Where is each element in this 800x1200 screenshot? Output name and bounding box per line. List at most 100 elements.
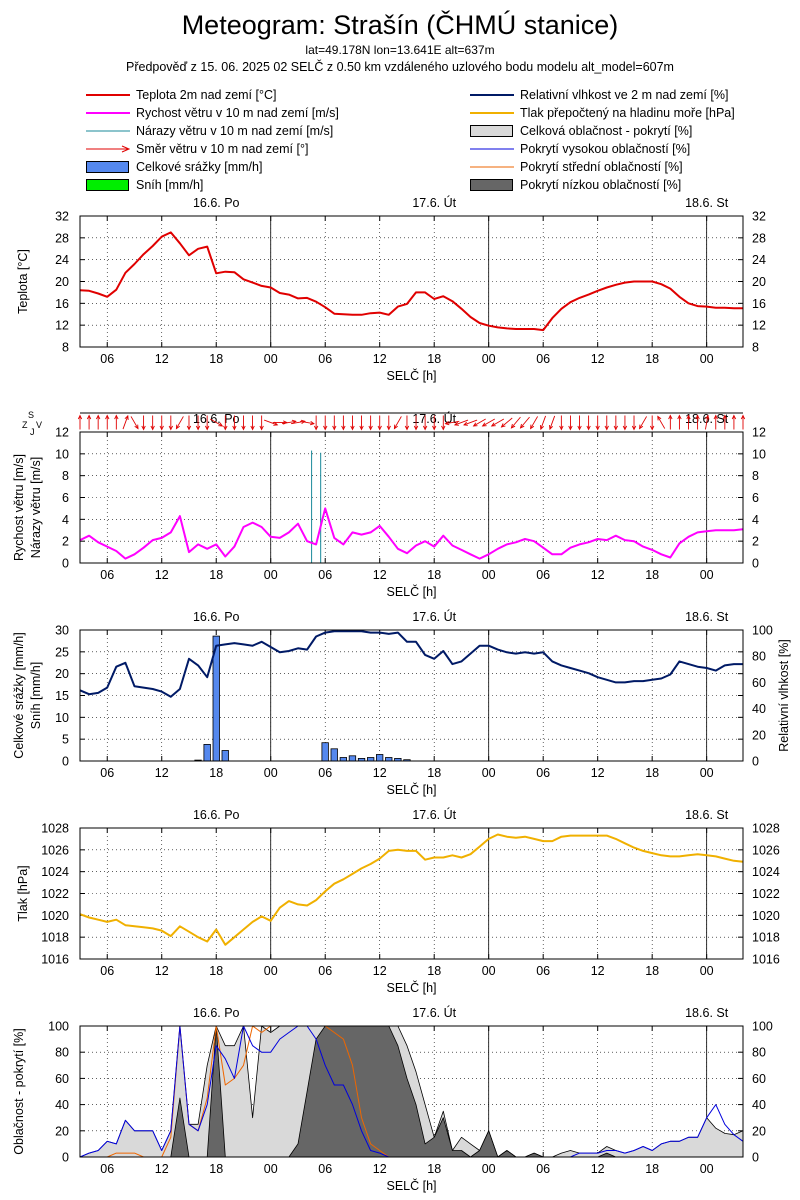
wind-arrow	[463, 419, 478, 426]
x-tick-label: 06	[536, 964, 550, 978]
y-tick-label-right: 24	[752, 253, 766, 267]
y-tick-label-right: 0	[752, 755, 759, 769]
wind-arrow-head	[134, 424, 139, 430]
y-tick-label-right: 12	[752, 426, 766, 440]
x-tick-label: 00	[482, 568, 496, 582]
day-label: 17.6. Út	[412, 1005, 456, 1020]
wind-arrow-head	[359, 425, 364, 431]
wind-arrow-head	[313, 425, 319, 431]
wind-arrow	[122, 415, 129, 430]
x-tick-label: 12	[155, 1162, 169, 1176]
wind-arrow-head	[141, 425, 146, 431]
x-tick-label: 00	[482, 352, 496, 366]
wind-arrow-head	[114, 414, 119, 420]
x-tick-label: 06	[100, 964, 114, 978]
y-tick-label-right: 100	[752, 624, 773, 638]
day-label: 18.6. St	[685, 610, 729, 624]
y-tick-label-right: 40	[752, 1098, 766, 1112]
x-tick-label: 12	[373, 766, 387, 780]
grid	[80, 629, 743, 762]
y-tick-label: 15	[55, 689, 69, 703]
y-tick-label-right: 60	[752, 676, 766, 690]
y-tick-label-right: 8	[752, 341, 759, 355]
humidity-line	[79, 630, 743, 698]
legend-label: Rychost větru v 10 m nad zemí [m/s]	[136, 106, 339, 120]
direction-label: Z	[22, 420, 28, 430]
direction-label: S	[28, 410, 34, 420]
x-tick-label: 18	[427, 352, 441, 366]
wind-arrow-head	[150, 425, 155, 431]
wind-arrow-head	[731, 414, 737, 420]
wind-arrow-head	[300, 419, 306, 424]
day-label: 17.6. Út	[412, 609, 456, 624]
x-tick-label: 06	[100, 766, 114, 780]
wind-arrow	[540, 415, 547, 430]
wind-arrow-head	[686, 414, 691, 420]
y-tick-label-right: 6	[752, 491, 759, 505]
x-tick-label: 18	[645, 352, 659, 366]
wind-arrow-head	[341, 425, 346, 431]
wind-arrow	[491, 418, 505, 427]
y-tick-label: 80	[55, 1046, 69, 1060]
legend-label: Celková oblačnost - pokrytí [%]	[520, 124, 693, 138]
wind-arrow-head	[705, 414, 710, 420]
y-tick-label: 30	[55, 624, 69, 638]
y-tick-label: 1018	[41, 931, 69, 945]
wind-arrow-head	[204, 425, 210, 431]
wind-arrow-head	[722, 414, 728, 420]
x-tick-label: 18	[427, 964, 441, 978]
x-tick-label: 06	[318, 964, 332, 978]
wind-arrow-head	[77, 414, 83, 420]
wind-arrow	[511, 416, 521, 429]
wind-arrow	[482, 418, 495, 427]
wind-arrow-head	[695, 414, 700, 420]
x-tick-label: 18	[427, 766, 441, 780]
x-tick-label: 00	[482, 1162, 496, 1176]
wind-arrow-head	[404, 425, 410, 431]
legend-label: Směr větru v 10 m nad zemí [°]	[136, 142, 309, 156]
x-tick-label: 06	[318, 766, 332, 780]
x-tick-label: 12	[591, 352, 605, 366]
y-tick-label: 20	[55, 1124, 69, 1138]
y-tick-label-right: 8	[752, 469, 759, 483]
grid	[80, 431, 743, 564]
y-tick-label: 20	[55, 667, 69, 681]
wind-arrow-head	[453, 421, 459, 426]
day-label: 18.6. St	[685, 808, 729, 822]
x-tick-label: 00	[700, 1162, 714, 1176]
x-tick-label: 18	[645, 766, 659, 780]
y-tick-label: 100	[48, 1020, 69, 1034]
x-tick-label: 12	[591, 964, 605, 978]
x-tick-label: 12	[373, 352, 387, 366]
y-tick-label-right: 28	[752, 231, 766, 245]
wind-arrow-head	[259, 425, 264, 431]
precip-bar	[375, 754, 384, 762]
y-tick-label: 1028	[41, 822, 69, 836]
y-tick-label: 8	[62, 469, 69, 483]
wind-arrow	[281, 420, 296, 425]
y-tick-label-right: 80	[752, 650, 766, 664]
wind-arrow-head	[622, 425, 628, 431]
y-tick-label-right: 0	[752, 557, 759, 571]
wind-arrow	[520, 416, 530, 429]
y-tick-label: 40	[55, 1098, 69, 1112]
x-tick-label: 12	[591, 568, 605, 582]
wind-arrow-head	[577, 425, 582, 431]
x-tick-label: 12	[373, 1162, 387, 1176]
y-tick-label: 24	[55, 253, 69, 267]
wind-arrow-head	[186, 425, 192, 431]
x-tick-label: 18	[209, 568, 223, 582]
legend-label: Relativní vlhkost ve 2 m nad zemí [%]	[520, 88, 729, 102]
x-tick-label: 18	[209, 964, 223, 978]
y-tick-label: 0	[62, 755, 69, 769]
wind-arrow	[209, 418, 223, 427]
precip-bar	[385, 757, 393, 762]
x-axis-label: SELČ [h]	[386, 368, 436, 383]
x-tick-label: 06	[318, 1162, 332, 1176]
y-tick-label-right: 80	[752, 1046, 766, 1060]
wind-arrow	[263, 419, 278, 426]
precip-bar	[221, 750, 229, 762]
wind-arrow-head	[159, 425, 164, 431]
y-tick-label-right: 16	[752, 297, 766, 311]
legend-label: Celkové srážky [mm/h]	[136, 160, 263, 174]
